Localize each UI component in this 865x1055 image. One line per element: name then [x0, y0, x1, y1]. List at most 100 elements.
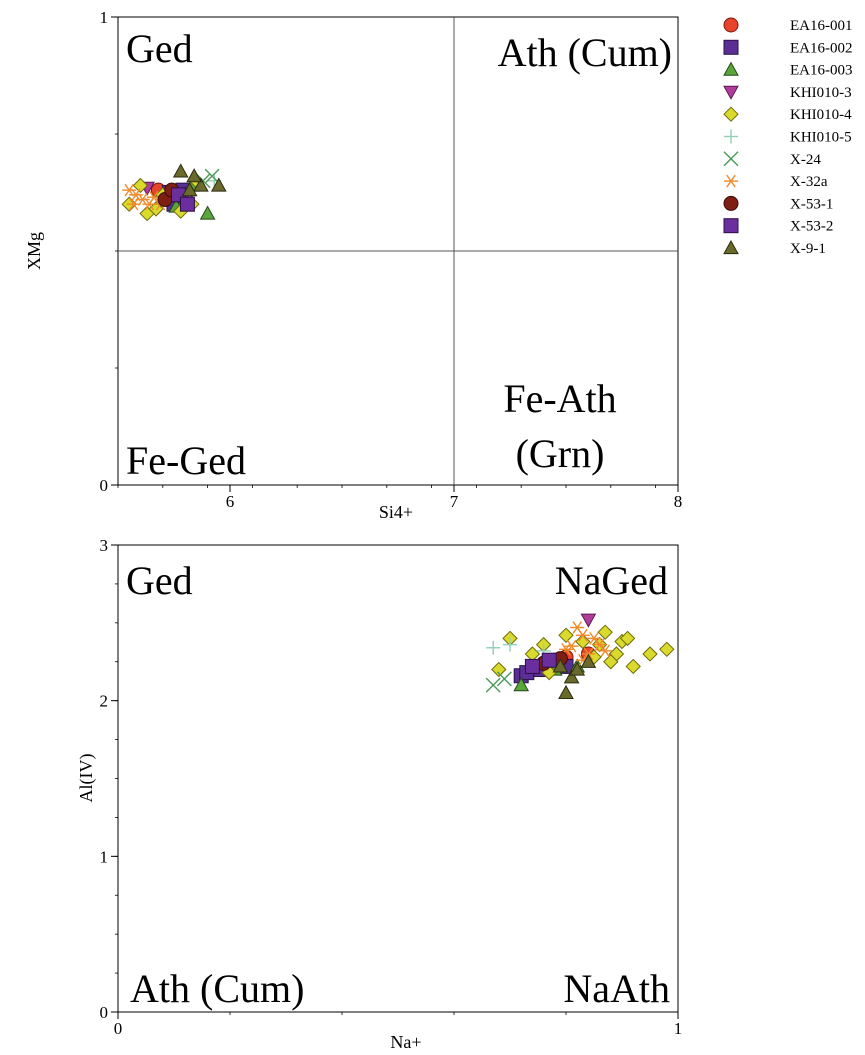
- plot-2-point-khi010-4: [558, 627, 574, 643]
- legend-marker-ea16-001: [723, 17, 739, 33]
- plot-2-point-khi010-4: [625, 658, 641, 675]
- field-label-naged: NaGed: [555, 558, 668, 603]
- legend-label: X-53-2: [790, 219, 833, 235]
- plot-2-points: [485, 613, 675, 699]
- legend-label: X-9-1: [790, 241, 826, 257]
- field-label-grn: (Grn): [516, 431, 605, 476]
- plot-1-y-tick-label: 0: [100, 476, 109, 495]
- plot-2-y-tick-label: 2: [100, 692, 109, 711]
- legend-marker-ea16-003: [723, 61, 739, 76]
- plot-1-point-x-9-1: [193, 177, 209, 192]
- plot-1-ticks: 6 7 8 0 1: [100, 8, 683, 511]
- legend: EA16-001 EA16-002 EA16-003 KHI010-3 KHI010-4…: [723, 17, 853, 257]
- plot-1-point-khi010-4: [132, 177, 149, 194]
- plot-2-point-khi010-4: [575, 633, 591, 650]
- plot-2-xlabel: Na+: [390, 1032, 421, 1052]
- plot-2-point-khi010-5: [486, 640, 501, 655]
- plot-2-point-khi010-3: [580, 613, 597, 628]
- plot-2-point-x-24: [496, 671, 512, 687]
- legend-marker-x-53-2: [723, 218, 739, 234]
- legend-label: EA16-002: [790, 40, 853, 56]
- plot-1-x-tick-label: 8: [674, 492, 683, 511]
- legend-item-x-53-2: X-53-2: [723, 218, 833, 235]
- plot-2-x-tick-label: 1: [674, 1019, 683, 1038]
- plot-2-point-khi010-4: [642, 646, 658, 662]
- field-label-ath-cum: Ath (Cum): [498, 30, 672, 75]
- legend-item-x-53-1: X-53-1: [723, 195, 833, 212]
- legend-label: X-53-1: [790, 196, 833, 212]
- field-label-ged: Ged: [126, 26, 193, 71]
- legend-item-x-32a: X-32a: [724, 174, 828, 190]
- plot-2-point-khi010-4: [524, 646, 541, 662]
- plot-2-point-x-24: [485, 677, 501, 693]
- legend-marker-ea16-002: [723, 39, 739, 55]
- legend-label: EA16-001: [790, 18, 853, 34]
- plot-2-x-tick-label: 0: [114, 1019, 123, 1038]
- plot-2-point-x-53-2: [541, 652, 557, 668]
- aliv-vs-na-plot: 0 1 0 1 2 3 Ged NaGed Ath (Cum) NaAth Na+ Al(…: [76, 536, 682, 1052]
- plot-2-point-khi010-4: [597, 624, 613, 640]
- legend-label: KHI010-4: [790, 107, 852, 123]
- plot-2-point-x-9-1: [552, 658, 569, 673]
- plot-1-x-tick-label: 7: [450, 492, 459, 511]
- legend-marker-khi010-5: [724, 129, 738, 144]
- field-label-ath-cum-2: Ath (Cum): [130, 966, 304, 1011]
- plot-2-point-x-32a: [587, 632, 601, 645]
- plot-2-point-x-32a: [570, 621, 585, 634]
- plot-2-point-x-9-1: [580, 653, 597, 668]
- plot-2-point-ea16-003: [513, 677, 530, 692]
- plot-1-xlabel: Si4+: [379, 502, 413, 522]
- legend-marker-x-9-1: [723, 239, 739, 255]
- plot-2-y-tick-label: 0: [100, 1003, 109, 1022]
- plot-2-point-x-9-1: [569, 661, 586, 676]
- legend-marker-x-32a: [724, 174, 738, 188]
- plot-1-x-tick-label: 6: [226, 492, 235, 511]
- plot-2-y-tick-label: 1: [100, 847, 109, 866]
- plot-2-point-x-53-2: [524, 658, 540, 674]
- legend-marker-x-53-1: [723, 195, 739, 211]
- plot-2-ylabel: Al(IV): [76, 754, 97, 803]
- plot-1-point-x-32a: [128, 188, 143, 202]
- legend-label: KHI010-5: [790, 130, 852, 146]
- plot-1-point-x-32a: [126, 197, 141, 211]
- plot-2-y-tick-label: 3: [100, 536, 109, 555]
- legend-marker-khi010-4: [723, 106, 739, 122]
- legend-item-ea16-003: EA16-003: [723, 61, 853, 79]
- plot-1-point-x-9-1: [181, 182, 198, 197]
- plot-2-point-khi010-4: [659, 641, 675, 658]
- plot-2-point-x-9-1: [558, 684, 574, 699]
- legend-item-khi010-3: KHI010-3: [723, 85, 852, 101]
- legend-marker-x-24: [723, 151, 739, 167]
- xmg-vs-si-plot: 6 7 801 Ged Ath (Cum) Fe-Ged Fe-Ath (Grn) …: [24, 8, 682, 522]
- plot-1-point-x-24: [204, 168, 220, 184]
- plot-2-ticks: 0 1 0 1 2 3: [100, 536, 683, 1038]
- plot-1-point-x-53-2: [179, 196, 195, 212]
- field-label-fe-ath: Fe-Ath: [503, 376, 616, 421]
- plot-2-point-khi010-4: [619, 630, 636, 647]
- plot-1-point-x-32a: [122, 183, 137, 197]
- legend-label: X-24: [790, 152, 821, 168]
- legend-item-x-9-1: X-9-1: [723, 239, 826, 257]
- legend-label: X-32a: [790, 174, 828, 190]
- plot-1-point-ea16-003: [199, 205, 216, 220]
- plot-2-point-x-32a: [598, 644, 613, 658]
- legend-item-ea16-001: EA16-001: [723, 17, 853, 34]
- plot-2-point-khi010-4: [491, 661, 507, 678]
- plot-1-point-x-32a: [135, 193, 150, 206]
- field-label-naath: NaAth: [563, 966, 670, 1011]
- plot-2-point-khi010-4: [603, 654, 619, 670]
- plot-2-point-x-9-1: [563, 669, 580, 684]
- legend-item-x-24: X-24: [723, 151, 821, 168]
- field-label-ged-2: Ged: [126, 558, 193, 603]
- plot-1-point-x-9-1: [186, 168, 203, 183]
- plot-2-point-x-32a: [564, 639, 579, 653]
- plot-2-point-khi010-5: [503, 637, 517, 652]
- legend-item-ea16-002: EA16-002: [723, 39, 853, 56]
- plot-1-point-x-9-1: [210, 177, 227, 192]
- plot-2-point-x-32a: [592, 638, 607, 651]
- legend-item-khi010-4: KHI010-4: [723, 106, 852, 123]
- legend-label: KHI010-3: [790, 85, 852, 101]
- plot-1-y-tick-label: 1: [100, 8, 109, 27]
- field-label-fe-ged: Fe-Ged: [126, 438, 246, 483]
